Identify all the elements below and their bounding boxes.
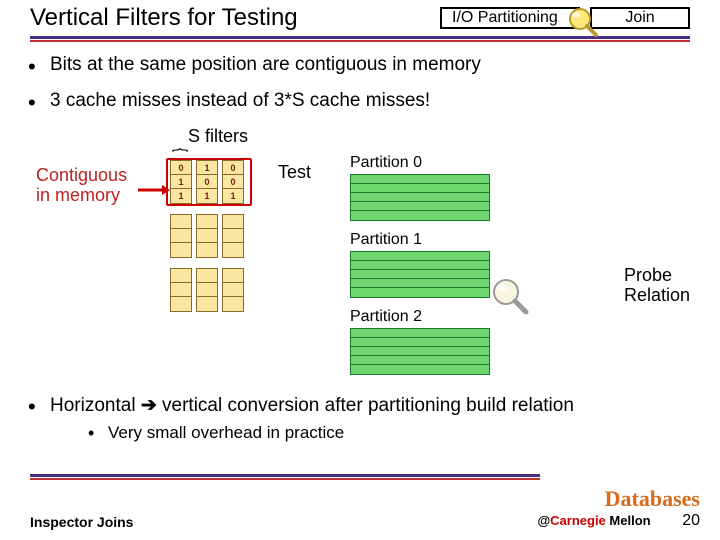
- footer-right: Databases @Carnegie Mellon 20: [537, 486, 700, 530]
- at-sign: @: [537, 513, 550, 528]
- partition-label: Partition 2: [350, 308, 490, 326]
- partition-label: Partition 1: [350, 231, 490, 249]
- magnifier-icon: [490, 276, 530, 316]
- diagram-area: S filters ⏞ Contiguousin memory 01110100…: [30, 126, 690, 386]
- partitions: Partition 0 Partition 1 Partition 2: [350, 154, 490, 375]
- page-number: 20: [682, 512, 700, 529]
- carnegie-word: Carnegie: [550, 513, 609, 528]
- magnifier-icon: [566, 5, 600, 39]
- partition-label: Partition 0: [350, 154, 490, 172]
- arrow-right-icon: ➔: [141, 395, 157, 416]
- mellon-word: Mellon: [609, 513, 650, 528]
- partition-block: [350, 251, 490, 298]
- databases-word: Databases: [605, 486, 700, 511]
- contiguous-label: Contiguousin memory: [36, 166, 127, 206]
- partition-block: [350, 328, 490, 375]
- footer-divider: [30, 474, 540, 480]
- b1-pre: Horizontal: [50, 395, 141, 416]
- io-partitioning-button[interactable]: I/O Partitioning: [440, 7, 580, 29]
- b1-post: vertical conversion after partitioning b…: [157, 395, 574, 416]
- partition-block: [350, 174, 490, 221]
- probe-relation-label: ProbeRelation: [624, 266, 690, 306]
- bullet-2: 3 cache misses instead of 3*S cache miss…: [50, 90, 690, 112]
- bottom-bullet-2: Very small overhead in practice: [108, 423, 690, 443]
- s-filters-label: S filters: [188, 126, 248, 147]
- bullet-1: Bits at the same position are contiguous…: [50, 54, 690, 76]
- page-title: Vertical Filters for Testing: [30, 4, 430, 32]
- bottom-bullet-1: Horizontal ➔ vertical conversion after p…: [50, 394, 690, 417]
- join-button[interactable]: Join: [590, 7, 690, 29]
- footer-left: Inspector Joins: [30, 514, 133, 530]
- highlight-box: [166, 158, 252, 206]
- test-label: Test: [278, 162, 311, 183]
